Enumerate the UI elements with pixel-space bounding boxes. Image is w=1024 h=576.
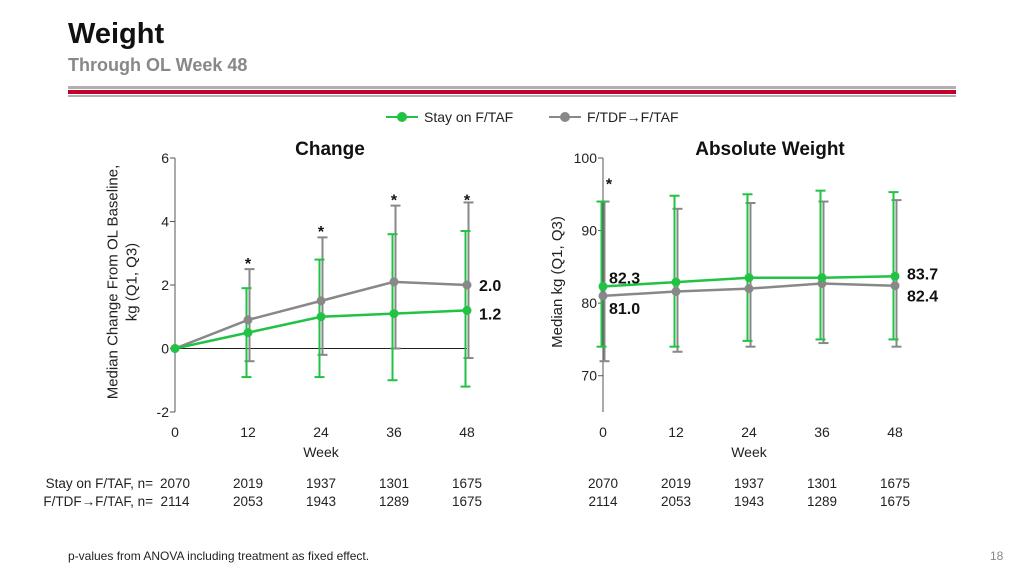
x-tick-label: 0 — [599, 424, 607, 440]
legend-item-ftdf-ftaf: F/TDF→F/TAF — [549, 108, 679, 126]
chart-title: Absolute Weight — [695, 139, 845, 160]
x-tick-label: 24 — [741, 424, 757, 440]
y-axis-label: Median kg (Q1, Q3) — [549, 216, 566, 348]
y-tick-label: 70 — [581, 368, 597, 384]
header-rule-bottom — [68, 95, 956, 97]
x-tick-label: 0 — [171, 424, 179, 440]
data-point — [817, 273, 827, 283]
n-value: 2070 — [159, 476, 191, 491]
data-point — [243, 328, 253, 338]
data-point — [462, 305, 472, 315]
x-tick-label: 12 — [668, 424, 684, 440]
data-point — [389, 309, 399, 319]
x-tick-label: 12 — [240, 424, 256, 440]
data-point — [316, 312, 326, 322]
n-value: 2070 — [587, 476, 619, 491]
data-point — [243, 315, 253, 325]
n-value: 1937 — [733, 476, 765, 491]
significance-star: * — [318, 224, 325, 241]
x-tick-label: 48 — [887, 424, 903, 440]
legend-swatch-gray — [549, 108, 581, 126]
x-tick-label: 24 — [313, 424, 329, 440]
data-point — [170, 344, 180, 353]
data-point — [671, 277, 681, 287]
x-axis-label: Week — [731, 444, 768, 460]
data-label: 83.7 — [907, 266, 938, 283]
y-tick-label: 80 — [581, 295, 597, 311]
legend-dot — [397, 112, 407, 122]
n-value: 1675 — [879, 476, 911, 491]
legend-label: F/TDF→F/TAF — [587, 109, 679, 125]
n-row-label-switch: F/TDF→F/TAF, n= — [43, 494, 153, 509]
n-value: 1675 — [451, 476, 483, 491]
data-point — [671, 287, 681, 297]
significance-star: * — [464, 192, 471, 209]
n-value: 1675 — [879, 494, 911, 509]
y-tick-label: 100 — [574, 150, 598, 166]
y-tick-label: 90 — [581, 223, 597, 239]
y-tick-label: 2 — [161, 277, 169, 293]
n-value: 2114 — [588, 494, 618, 509]
n-value: 1943 — [305, 494, 337, 509]
n-value: 1675 — [451, 494, 483, 509]
data-point — [890, 271, 900, 281]
y-tick-label: 6 — [161, 150, 169, 166]
data-point — [316, 296, 326, 306]
n-row-label-stay: Stay on F/TAF, n= — [45, 476, 153, 491]
data-point — [598, 291, 608, 301]
slide-subtitle: Through OL Week 48 — [68, 55, 248, 75]
significance-star: * — [606, 176, 613, 193]
data-label: 81.0 — [609, 301, 640, 318]
x-axis-label: Week — [303, 444, 340, 460]
n-value: 2019 — [232, 476, 264, 491]
significance-star: * — [391, 192, 398, 209]
data-point — [462, 280, 472, 290]
x-tick-label: 36 — [814, 424, 830, 440]
x-tick-label: 36 — [386, 424, 402, 440]
legend-swatch-green — [386, 108, 418, 126]
data-label: 82.4 — [907, 289, 938, 306]
data-label: 2.0 — [479, 278, 501, 295]
y-axis-label: kg (Q1, Q3) — [124, 243, 141, 321]
slide-title: Weight — [68, 18, 165, 50]
y-axis-label: Median Change From OL Baseline, — [105, 165, 122, 400]
n-value: 2019 — [660, 476, 692, 491]
footnote: p-values from ANOVA including treatment … — [68, 549, 370, 563]
header-rule-accent — [68, 90, 956, 94]
data-label: 82.3 — [609, 270, 640, 287]
legend-label: Stay on F/TAF — [424, 109, 514, 125]
chart-title: Change — [295, 139, 365, 160]
header-rule-top — [68, 86, 956, 89]
x-tick-label: 48 — [459, 424, 475, 440]
legend-item-stay-on-ftaf: Stay on F/TAF — [386, 108, 513, 126]
n-value: 1289 — [806, 494, 838, 509]
n-value: 2053 — [660, 494, 692, 509]
significance-star: * — [245, 256, 252, 273]
n-value: 1289 — [378, 494, 410, 509]
n-value: 1937 — [305, 476, 337, 491]
page-number: 18 — [990, 549, 1004, 563]
y-tick-label: 0 — [161, 341, 169, 357]
data-point — [744, 284, 754, 294]
n-value: 1943 — [733, 494, 765, 509]
y-tick-label: 4 — [161, 214, 169, 230]
data-point — [389, 277, 399, 287]
data-label: 1.2 — [479, 306, 501, 323]
n-value: 1301 — [806, 476, 838, 491]
legend-dot — [560, 112, 570, 122]
data-point — [890, 281, 900, 291]
data-point — [744, 273, 754, 283]
n-value: 2053 — [232, 494, 264, 509]
n-value: 1301 — [378, 476, 410, 491]
y-tick-label: -2 — [157, 404, 170, 420]
n-value: 2114 — [160, 494, 190, 509]
data-point — [598, 281, 608, 291]
